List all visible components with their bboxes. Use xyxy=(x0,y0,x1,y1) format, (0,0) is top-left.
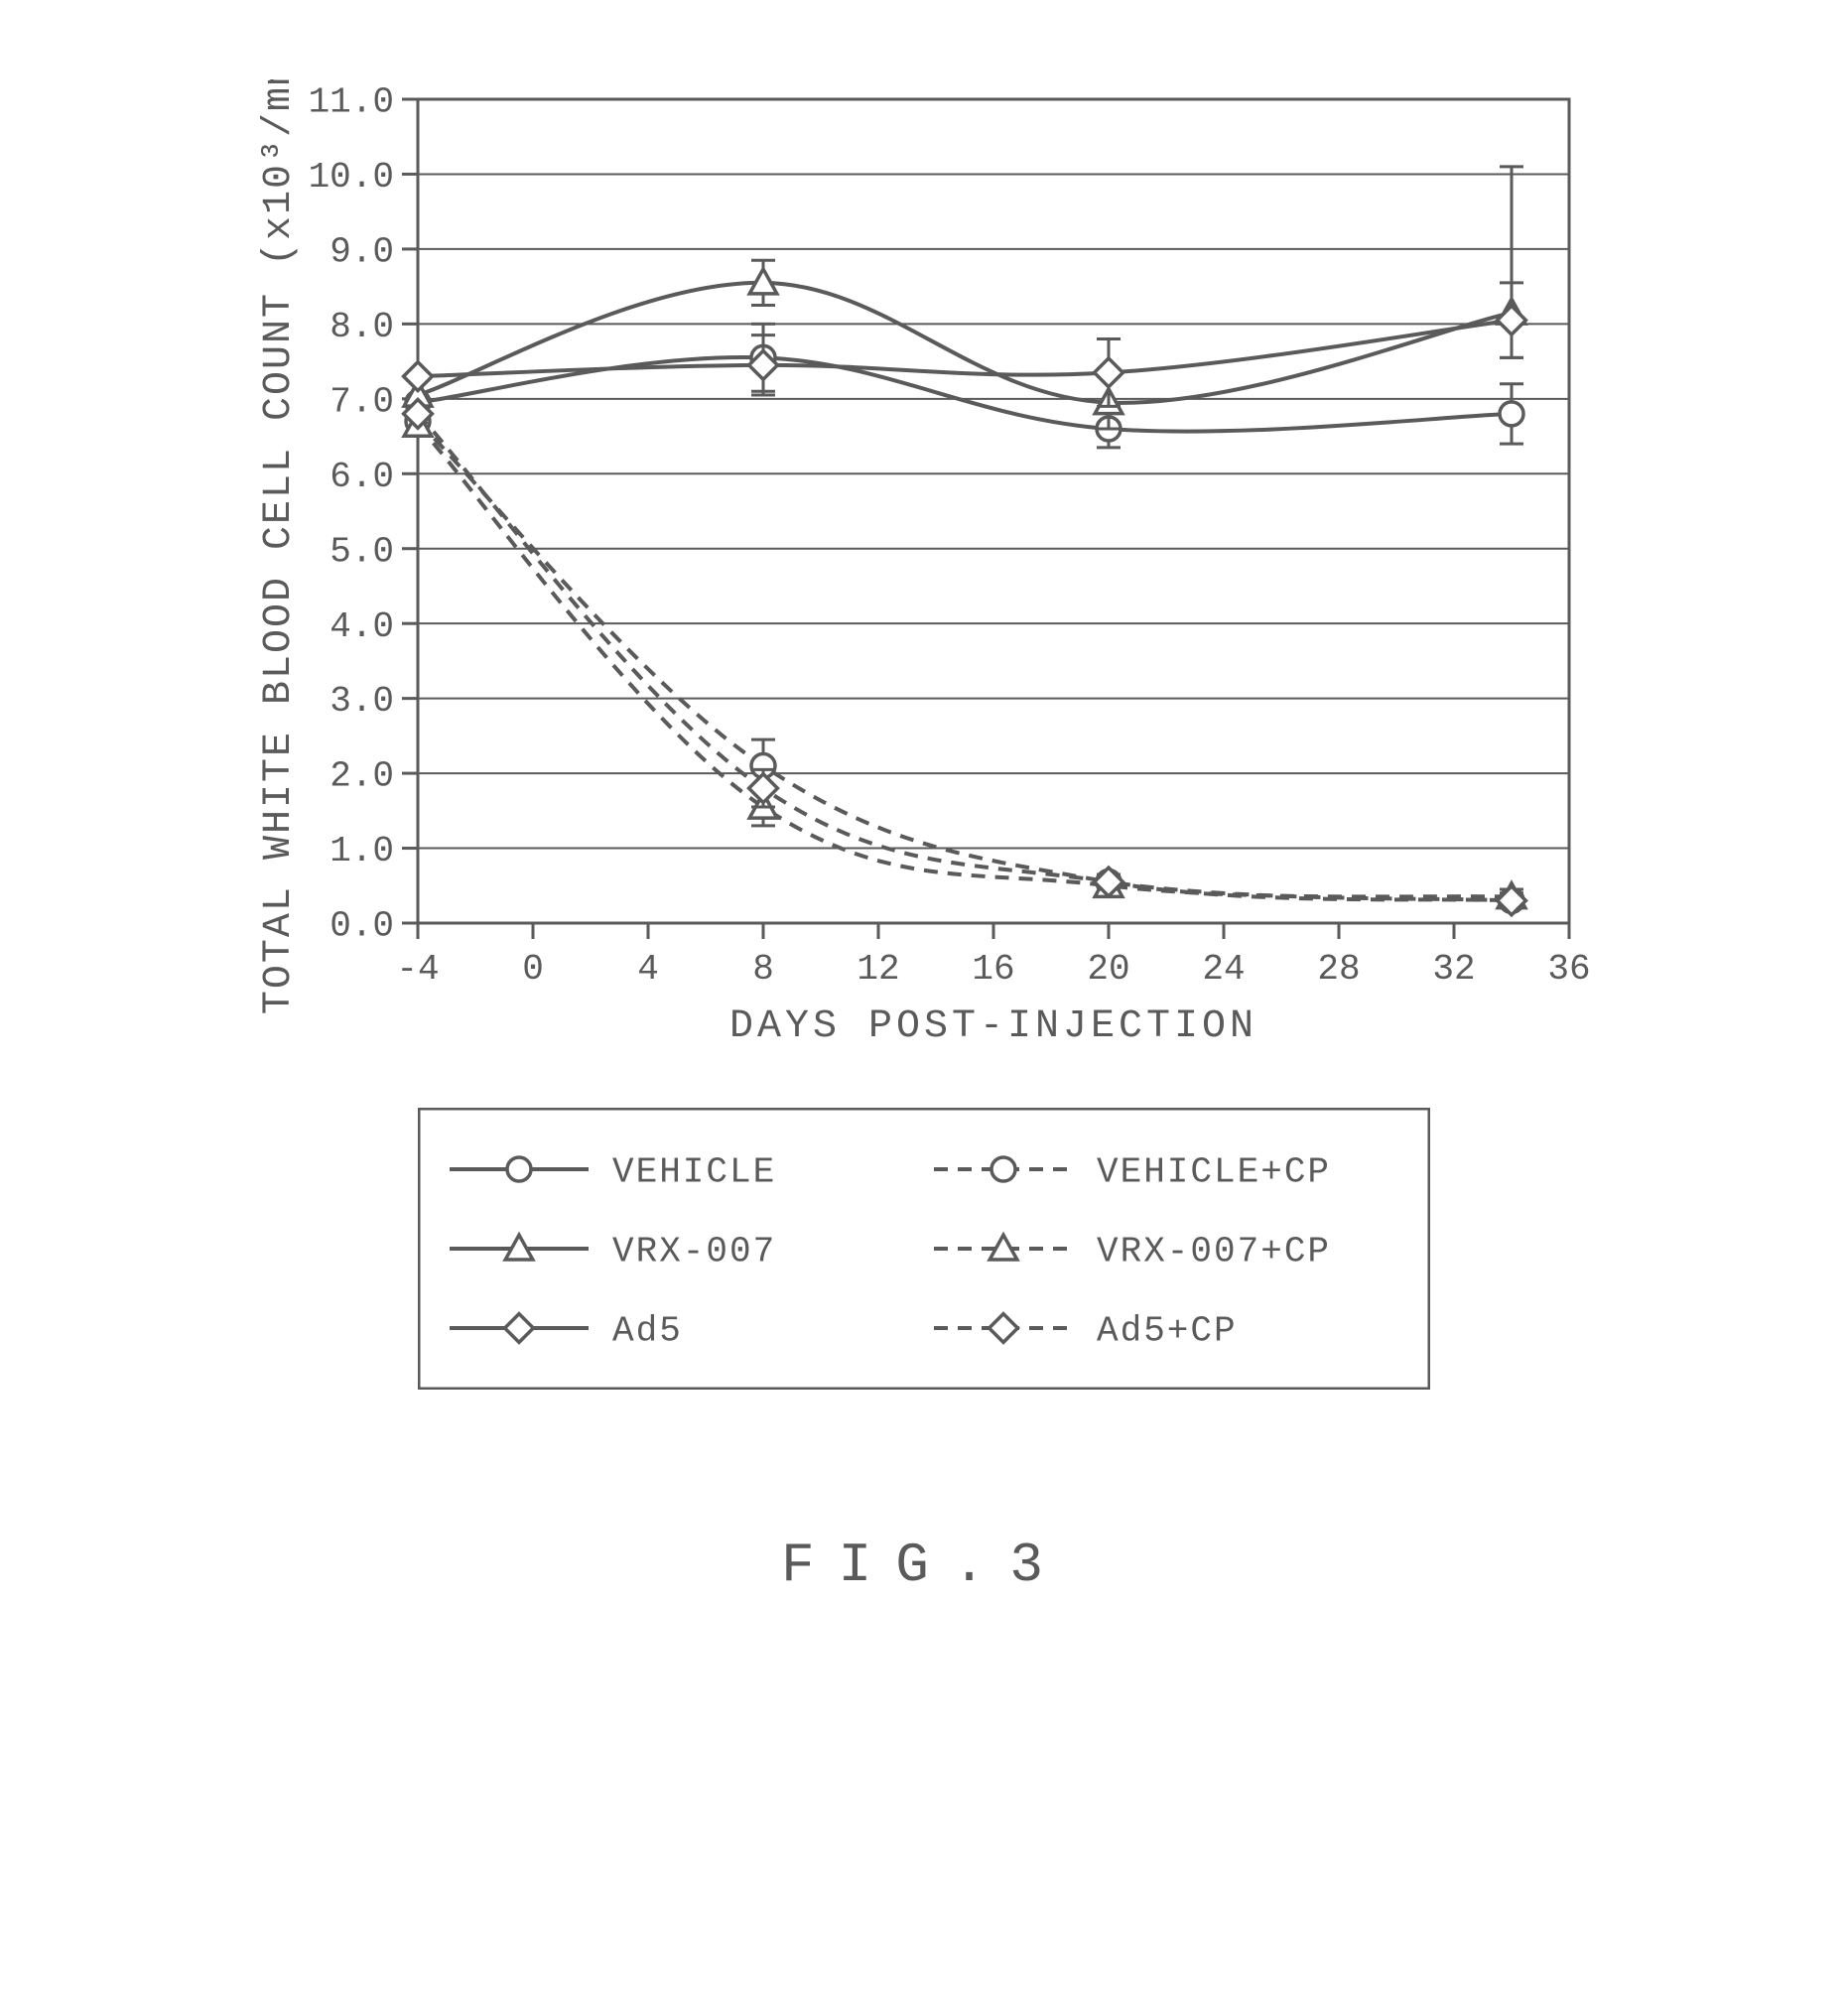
svg-text:10.0: 10.0 xyxy=(309,157,394,198)
chart-panel: -4 0 4 8 12 16 20 24 28 32 36 DAYS POST-INJECTION 0.… xyxy=(229,79,1619,1072)
figure-container: -4 0 4 8 12 16 20 24 28 32 36 DAYS POST-INJECTION 0.… xyxy=(229,79,1619,1597)
svg-text:4: 4 xyxy=(637,949,659,990)
svg-text:VEHICLE: VEHICLE xyxy=(612,1152,776,1193)
svg-text:16: 16 xyxy=(972,949,1014,990)
svg-text:36: 36 xyxy=(1547,949,1590,990)
svg-text:11.0: 11.0 xyxy=(309,82,394,123)
svg-text:TOTAL WHITE BLOOD CELL COUNT (: TOTAL WHITE BLOOD CELL COUNT (x10³/mm³) xyxy=(257,79,302,1014)
svg-text:VRX-007: VRX-007 xyxy=(612,1232,776,1272)
svg-text:32: 32 xyxy=(1432,949,1475,990)
svg-text:Ad5: Ad5 xyxy=(612,1311,683,1352)
svg-text:12: 12 xyxy=(857,949,899,990)
legend-svg: VEHICLE VEHICLE+CP VRX-007 VRX-007+CP Ad5 Ad5… xyxy=(418,1108,1430,1390)
svg-text:VRX-007+CP: VRX-007+CP xyxy=(1097,1232,1331,1272)
svg-text:8: 8 xyxy=(752,949,774,990)
svg-text:-4: -4 xyxy=(396,949,439,990)
svg-text:5.0: 5.0 xyxy=(330,531,394,572)
svg-text:DAYS POST-INJECTION: DAYS POST-INJECTION xyxy=(729,1004,1257,1049)
svg-text:8.0: 8.0 xyxy=(330,307,394,347)
legend-panel: VEHICLE VEHICLE+CP VRX-007 VRX-007+CP Ad5 Ad5… xyxy=(418,1072,1430,1395)
svg-text:2.0: 2.0 xyxy=(330,756,394,797)
svg-text:6.0: 6.0 xyxy=(330,457,394,497)
svg-text:20: 20 xyxy=(1087,949,1129,990)
svg-text:7.0: 7.0 xyxy=(330,381,394,422)
svg-text:28: 28 xyxy=(1317,949,1360,990)
svg-text:3.0: 3.0 xyxy=(330,681,394,722)
svg-text:4.0: 4.0 xyxy=(330,606,394,647)
svg-text:24: 24 xyxy=(1202,949,1245,990)
svg-text:VEHICLE+CP: VEHICLE+CP xyxy=(1097,1152,1331,1193)
svg-text:Ad5+CP: Ad5+CP xyxy=(1097,1311,1238,1352)
svg-text:1.0: 1.0 xyxy=(330,831,394,871)
figure-caption: FIG.3 xyxy=(781,1534,1067,1597)
svg-text:0: 0 xyxy=(522,949,544,990)
chart-svg: -4 0 4 8 12 16 20 24 28 32 36 DAYS POST-INJECTION 0.… xyxy=(229,79,1619,1072)
svg-text:0.0: 0.0 xyxy=(330,906,394,947)
svg-text:9.0: 9.0 xyxy=(330,232,394,273)
